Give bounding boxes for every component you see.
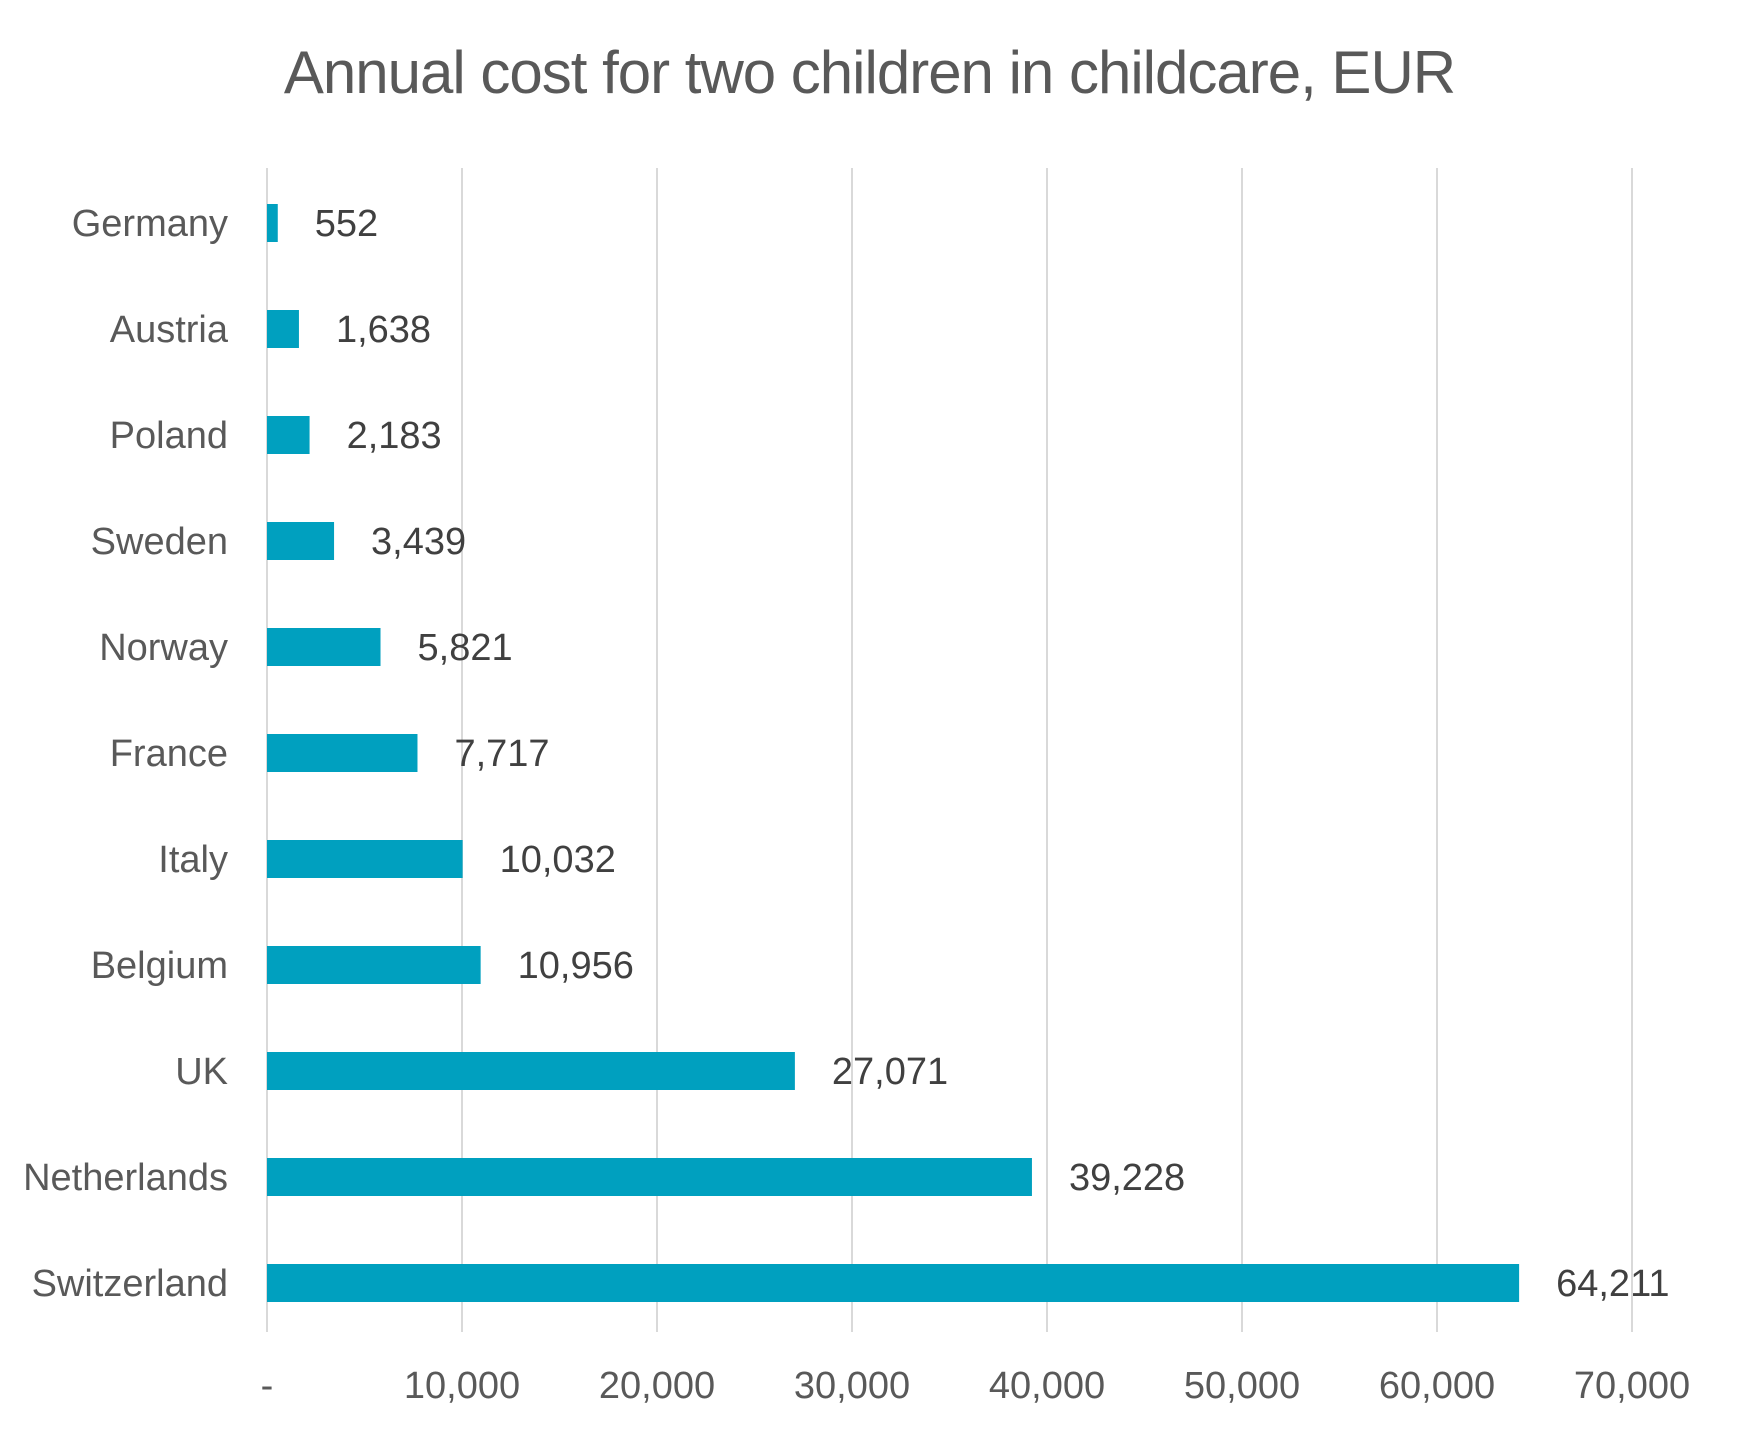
bar-poland xyxy=(267,416,310,454)
category-label: Netherlands xyxy=(23,1157,228,1199)
value-label: 27,071 xyxy=(832,1051,948,1093)
value-label: 552 xyxy=(315,203,378,245)
bar-belgium xyxy=(267,946,481,984)
category-label: Italy xyxy=(158,839,228,881)
x-tick-label: 10,000 xyxy=(404,1365,520,1407)
value-label: 5,821 xyxy=(418,627,513,669)
x-tick-label: 50,000 xyxy=(1184,1365,1300,1407)
value-label: 1,638 xyxy=(336,309,431,351)
gridlines xyxy=(266,168,1633,1332)
category-label: UK xyxy=(175,1051,228,1093)
category-labels: Germany Austria Poland Sweden Norway France It… xyxy=(23,203,229,1305)
value-label: 10,032 xyxy=(500,839,616,881)
bar-netherlands xyxy=(267,1158,1032,1196)
category-label: Norway xyxy=(99,627,228,669)
x-tick-label: 70,000 xyxy=(1574,1365,1690,1407)
chart-title: Annual cost for two children in childcar… xyxy=(283,39,1456,106)
x-tick-label: 60,000 xyxy=(1379,1365,1495,1407)
bar-austria xyxy=(267,310,299,348)
x-tick-label: - xyxy=(261,1365,274,1407)
value-label: 7,717 xyxy=(454,733,549,775)
category-label: Sweden xyxy=(91,521,228,563)
category-label: Belgium xyxy=(91,945,228,987)
category-label: Switzerland xyxy=(32,1263,228,1305)
bar-france xyxy=(267,734,418,772)
bar-uk xyxy=(267,1052,795,1090)
x-tick-label: 30,000 xyxy=(794,1365,910,1407)
bar-norway xyxy=(267,628,381,666)
x-tick-label: 20,000 xyxy=(599,1365,715,1407)
bar-switzerland xyxy=(267,1264,1520,1302)
value-label: 2,183 xyxy=(347,415,442,457)
value-label: 3,439 xyxy=(371,521,466,563)
category-label: Austria xyxy=(110,309,229,351)
category-label: Poland xyxy=(110,415,228,457)
category-label: Germany xyxy=(72,203,228,245)
value-label: 64,211 xyxy=(1556,1263,1669,1305)
bar-italy xyxy=(267,840,463,878)
x-tick-label: 40,000 xyxy=(989,1365,1105,1407)
bar-sweden xyxy=(267,522,335,560)
value-label: 10,956 xyxy=(518,945,634,987)
value-labels: 552 1,638 2,183 3,439 5,821 7,717 10,032 10,956… xyxy=(315,203,1670,1305)
bar-germany xyxy=(267,204,278,242)
category-label: France xyxy=(110,733,228,775)
value-label: 39,228 xyxy=(1069,1157,1185,1199)
bars xyxy=(267,204,1520,1302)
x-axis-tick-labels: - 10,000 20,000 30,000 40,000 50,000 60,000 70,… xyxy=(261,1365,1690,1407)
